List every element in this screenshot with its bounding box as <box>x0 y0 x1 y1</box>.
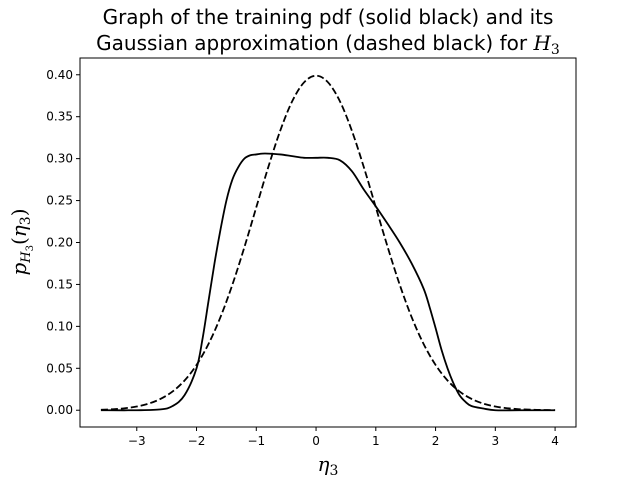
y-axis-label-eta-sub: 3 <box>18 216 34 225</box>
x-tick-label: 0 <box>312 434 320 448</box>
y-tick-label: 0.00 <box>46 403 73 417</box>
y-axis-label-eta: η <box>7 225 31 237</box>
chart-title-line-2-math: H <box>532 31 551 55</box>
chart-title-line-1: Graph of the training pdf (solid black) … <box>103 5 554 29</box>
y-axis-label-close-paren: ) <box>7 208 31 216</box>
y-axis-label-h: H <box>19 251 34 264</box>
y-axis-label-open-paren: ( <box>7 237 31 245</box>
x-tick-label: −2 <box>188 434 206 448</box>
x-tick-label: −1 <box>247 434 265 448</box>
chart-title-line-2-sub: 3 <box>551 42 560 58</box>
series-line-training-pdf <box>100 152 556 412</box>
y-axis-ticks: 0.00 0.05 0.10 0.15 0.20 0.25 0.30 0.35 0.40 <box>46 68 80 417</box>
y-axis-label-h-sub: 3 <box>25 245 36 251</box>
chart-title-line-2-text: Gaussian approximation (dashed black) fo… <box>96 31 533 55</box>
y-tick-label: 0.05 <box>46 361 73 375</box>
x-tick-label: 4 <box>551 434 559 448</box>
x-tick-label: 1 <box>372 434 380 448</box>
chart-title-line-2: Gaussian approximation (dashed black) fo… <box>96 31 560 58</box>
y-axis-label-p: p <box>7 263 31 276</box>
x-tick-label: 3 <box>492 434 500 448</box>
x-axis-label-sub: 3 <box>330 463 339 479</box>
y-axis-label: pH3(η3) <box>7 208 36 275</box>
y-tick-label: 0.35 <box>46 110 73 124</box>
y-tick-label: 0.10 <box>46 319 73 333</box>
series-layer <box>100 74 556 412</box>
x-axis-label-symbol: η <box>318 452 330 476</box>
y-tick-label: 0.15 <box>46 277 73 291</box>
y-tick-label: 0.20 <box>46 236 73 250</box>
y-tick-label: 0.40 <box>46 68 73 82</box>
y-tick-label: 0.25 <box>46 194 73 208</box>
x-tick-label: 2 <box>432 434 440 448</box>
y-tick-label: 0.30 <box>46 152 73 166</box>
x-axis-label: η3 <box>318 452 339 479</box>
x-axis-ticks: −3 −2 −1 0 1 2 3 4 <box>128 427 559 448</box>
x-tick-label: −3 <box>128 434 146 448</box>
series-line-gaussian-approximation <box>100 74 556 412</box>
